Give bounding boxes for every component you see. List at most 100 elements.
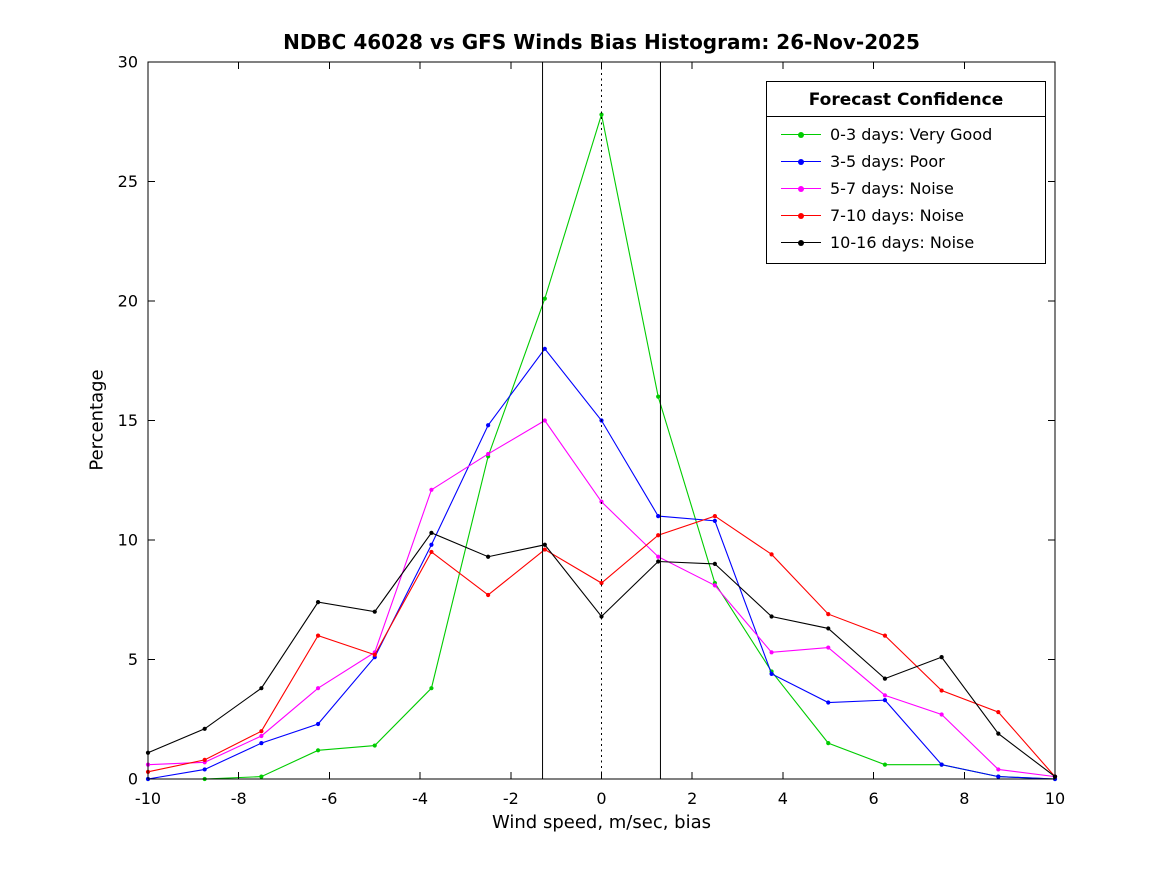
series-marker-2 <box>599 499 604 504</box>
y-tick-label: 25 <box>118 172 138 191</box>
series-marker-3 <box>769 552 774 557</box>
series-marker-4 <box>202 726 207 731</box>
series-marker-2 <box>826 645 831 650</box>
series-marker-1 <box>486 423 491 428</box>
series-marker-4 <box>372 609 377 614</box>
legend-marker-dot <box>798 239 804 246</box>
series-marker-1 <box>712 518 717 523</box>
legend-marker-dot <box>798 158 804 165</box>
series-marker-4 <box>826 626 831 631</box>
series-marker-3 <box>429 549 434 555</box>
x-tick-label: 0 <box>596 789 606 808</box>
x-tick-label: -8 <box>231 789 247 808</box>
series-marker-4 <box>259 686 264 691</box>
series-marker-2 <box>996 767 1001 772</box>
legend-entry-label: 5-7 days: Noise <box>830 179 954 198</box>
legend-title: Forecast Confidence <box>767 87 1045 117</box>
series-marker-0 <box>259 774 264 779</box>
series-marker-0 <box>826 741 831 746</box>
legend-entry-label: 0-3 days: Very Good <box>830 125 993 144</box>
legend: Forecast Confidence 0-3 days: Very Good 3… <box>766 81 1046 264</box>
series-marker-4 <box>656 559 661 564</box>
x-tick-label: -6 <box>321 789 337 808</box>
series-marker-3 <box>315 633 321 638</box>
legend-entry-0: 0-3 days: Very Good <box>767 121 1045 148</box>
series-marker-4 <box>599 614 604 619</box>
series-marker-2 <box>542 418 547 423</box>
series-marker-0 <box>429 686 434 691</box>
legend-entry-4: 10-16 days: Noise <box>767 229 1045 256</box>
series-marker-3 <box>202 757 207 762</box>
legend-line-sample <box>781 185 821 192</box>
legend-entry-2: 5-7 days: Noise <box>767 175 1045 202</box>
y-tick-label: 15 <box>118 411 138 430</box>
series-marker-3 <box>372 652 377 657</box>
series-marker-2 <box>486 451 491 457</box>
y-tick-label: 10 <box>118 531 138 550</box>
series-marker-1 <box>996 774 1001 779</box>
legend-marker-dot <box>798 212 804 219</box>
x-tick-label: 8 <box>959 789 969 808</box>
series-marker-2 <box>939 712 944 717</box>
series-marker-3 <box>939 688 944 693</box>
legend-line-sample <box>781 212 821 219</box>
legend-marker-dot <box>798 131 804 138</box>
series-marker-4 <box>486 554 491 559</box>
x-tick-label: 2 <box>687 789 697 808</box>
series-marker-1 <box>542 346 547 351</box>
y-axis-label: Percentage <box>86 369 108 471</box>
y-tick-label: 20 <box>118 292 138 311</box>
series-marker-2 <box>315 686 321 691</box>
legend-line-sample <box>781 131 821 138</box>
series-marker-1 <box>429 542 434 547</box>
legend-entry-label: 10-16 days: Noise <box>830 233 975 252</box>
series-marker-1 <box>202 767 207 772</box>
series-marker-0 <box>656 394 661 399</box>
series-marker-1 <box>939 762 944 767</box>
series-marker-3 <box>542 547 547 552</box>
series-marker-3 <box>486 592 491 598</box>
series-marker-3 <box>712 514 717 519</box>
x-tick-label: 10 <box>1045 789 1065 808</box>
series-marker-3 <box>599 580 604 586</box>
y-tick-label: 0 <box>128 770 138 789</box>
y-tick-label: 30 <box>118 53 138 72</box>
y-tick-label: 5 <box>128 650 138 669</box>
series-marker-3 <box>882 633 888 638</box>
x-tick-label: 4 <box>778 789 788 808</box>
series-marker-1 <box>315 721 321 727</box>
x-tick-label: -10 <box>135 789 161 808</box>
legend-line-sample <box>781 239 821 246</box>
series-marker-1 <box>769 671 774 676</box>
series-marker-3 <box>656 533 661 538</box>
x-tick-label: -2 <box>503 789 519 808</box>
x-tick-label: -4 <box>412 789 428 808</box>
series-marker-0 <box>882 762 888 767</box>
series-marker-3 <box>826 611 831 617</box>
series-marker-2 <box>656 554 661 559</box>
series-marker-1 <box>259 741 264 746</box>
series-marker-2 <box>882 693 888 698</box>
series-marker-0 <box>315 748 321 753</box>
series-marker-2 <box>259 733 264 739</box>
series-marker-4 <box>542 542 547 547</box>
series-marker-3 <box>996 709 1001 715</box>
legend-items: 0-3 days: Very Good 3-5 days: Poor 5-7 day… <box>767 121 1045 256</box>
legend-marker-dot <box>798 185 804 192</box>
series-marker-4 <box>769 614 774 619</box>
legend-entry-1: 3-5 days: Poor <box>767 148 1045 175</box>
series-marker-2 <box>429 487 434 492</box>
legend-entry-label: 7-10 days: Noise <box>830 206 965 225</box>
series-marker-3 <box>259 729 264 734</box>
legend-entry-label: 3-5 days: Poor <box>830 152 945 171</box>
chart-title: NDBC 46028 vs GFS Winds Bias Histogram: … <box>283 30 920 54</box>
series-marker-1 <box>882 698 888 703</box>
legend-entry-3: 7-10 days: Noise <box>767 202 1045 229</box>
series-marker-0 <box>599 112 604 117</box>
x-axis-label: Wind speed, m/sec, bias <box>491 812 711 833</box>
series-marker-4 <box>712 561 717 567</box>
series-marker-0 <box>372 743 377 748</box>
series-marker-4 <box>996 731 1001 736</box>
